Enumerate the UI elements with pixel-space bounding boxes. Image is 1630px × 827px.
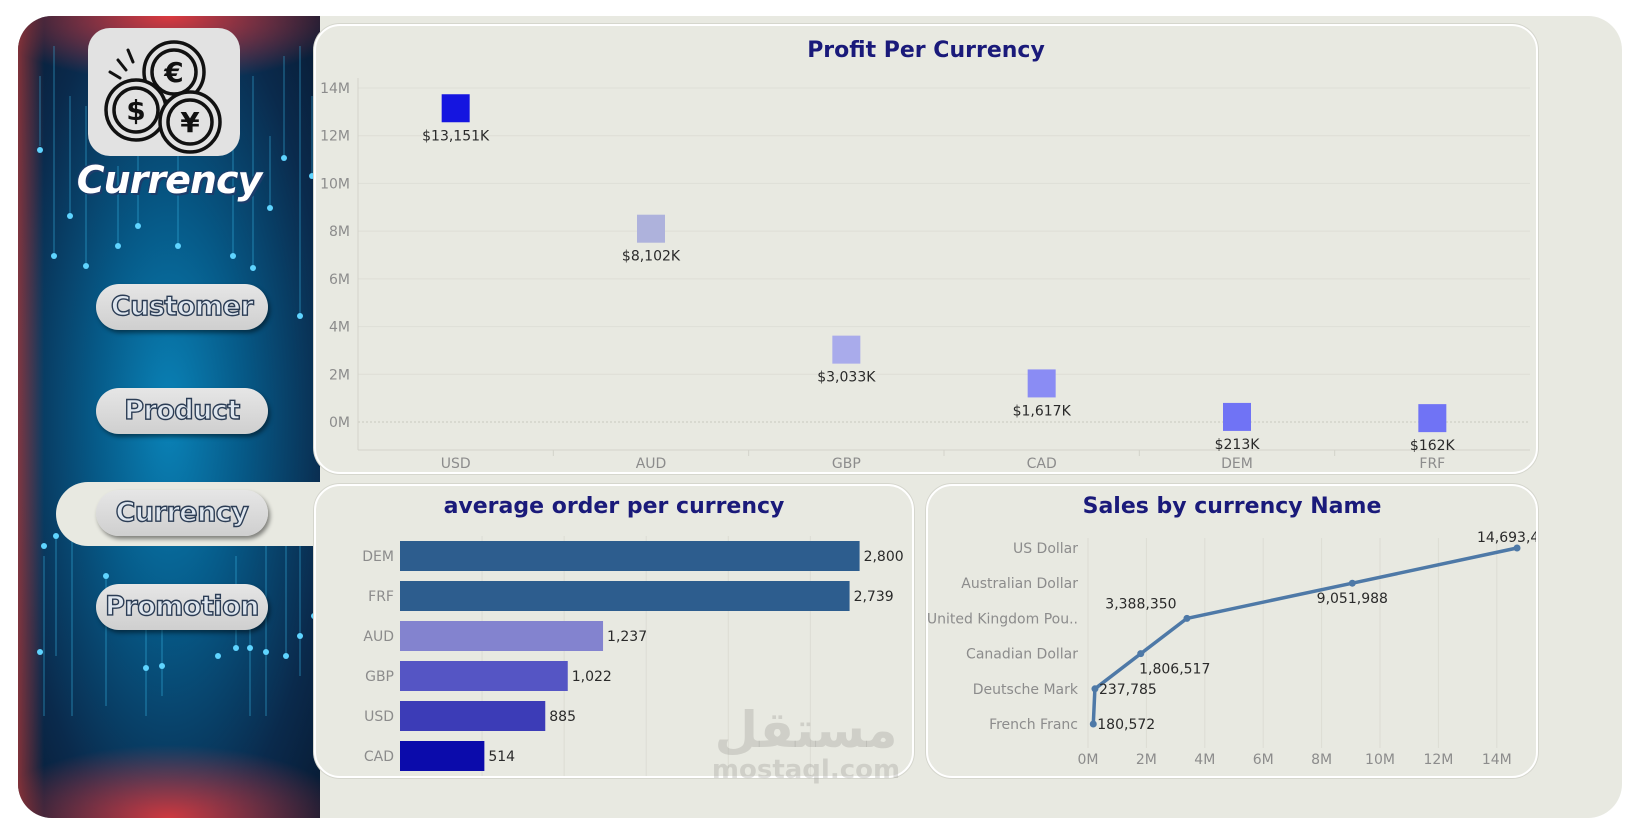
y-tick-label: 8M [329, 224, 350, 240]
sales-point [1137, 650, 1145, 658]
x-tick-label: 2M [1136, 752, 1157, 768]
avg-order-data-label: 1,022 [572, 669, 612, 685]
watermark: مستقل mostaql.com [706, 704, 906, 784]
y-category-label: DEM [362, 549, 394, 565]
y-tick-label: 0M [329, 415, 350, 431]
avg-order-chart-title: average order per currency [443, 494, 785, 519]
svg-text:$: $ [126, 94, 145, 127]
profit-data-label: $3,033K [817, 370, 876, 386]
sales-data-label: 14,693,465 [1477, 530, 1536, 546]
sales-point [1091, 685, 1099, 693]
y-category-label: French Franc [989, 717, 1078, 733]
sales-data-label: 237,785 [1099, 682, 1157, 698]
y-category-label: USD [364, 709, 394, 725]
sales-point [1183, 614, 1191, 622]
y-tick-label: 14M [320, 81, 350, 97]
avg-order-bar [400, 741, 485, 771]
x-category-label: FRF [1419, 456, 1445, 472]
x-tick-label: 4M [1194, 752, 1215, 768]
x-tick-label: 12M [1423, 752, 1453, 768]
y-category-label: GBP [365, 669, 394, 685]
profit-per-currency-panel: Profit Per Currency 0M 2M 4M 6M 8M 10M 12M 14M U… [314, 24, 1538, 474]
avg-order-data-label: 2,739 [854, 589, 894, 605]
dashboard-frame: € $ ¥ Currency Customer Product Currency… [18, 16, 1622, 818]
watermark-arabic: مستقل [714, 701, 898, 759]
avg-order-bar [400, 701, 546, 731]
profit-data-label: $13,151K [422, 128, 490, 144]
x-category-label: USD [441, 456, 471, 472]
y-tick-label: 10M [320, 176, 350, 192]
profit-data-label: $1,617K [1013, 403, 1072, 419]
avg-order-data-label: 514 [488, 749, 515, 765]
nav-product-button[interactable]: Product [96, 388, 268, 434]
x-tick-label: 6M [1253, 752, 1274, 768]
avg-order-data-label: 1,237 [607, 629, 647, 645]
sidebar: € $ ¥ Currency [18, 16, 320, 818]
svg-text:€: € [163, 56, 183, 89]
avg-order-bar [400, 621, 604, 651]
profit-marker [1027, 369, 1056, 398]
x-category-label: AUD [636, 456, 667, 472]
profit-marker [441, 94, 470, 123]
y-tick-label: 12M [320, 129, 350, 145]
average-order-panel: average order per currency DEM 2,800 FRF 2,… [314, 484, 914, 778]
sales-data-label: 3,388,350 [1105, 596, 1176, 612]
sales-data-label: 9,051,988 [1317, 591, 1388, 607]
sales-chart: 0M 2M 4M 6M 8M 10M 12M 14M US Dollar Australian D… [928, 530, 1536, 768]
avg-order-bar [400, 541, 860, 571]
y-tick-label: 6M [329, 272, 350, 288]
nav-customer-button[interactable]: Customer [96, 284, 268, 330]
sales-data-label: 1,806,517 [1139, 662, 1210, 678]
profit-chart-title: Profit Per Currency [807, 38, 1045, 63]
profit-marker [1418, 404, 1447, 433]
profit-data-label: $8,102K [622, 249, 681, 265]
sales-chart-title: Sales by currency Name [1082, 494, 1382, 519]
x-tick-label: 14M [1482, 752, 1512, 768]
watermark-latin: mostaql.com [711, 755, 901, 785]
sales-point [1513, 544, 1521, 552]
profit-chart: 0M 2M 4M 6M 8M 10M 12M 14M USD $13,151K AUD $8,102K… [320, 78, 1530, 472]
svg-text:¥: ¥ [180, 106, 200, 139]
y-tick-label: 4M [329, 320, 350, 336]
currency-logo-tile: € $ ¥ [88, 28, 240, 156]
y-category-label: CAD [364, 749, 394, 765]
y-category-label: AUD [363, 629, 394, 645]
x-tick-label: 10M [1365, 752, 1395, 768]
coins-icon: € $ ¥ [104, 40, 222, 154]
profit-data-label: $213K [1215, 437, 1261, 453]
avg-order-chart: DEM 2,800 FRF 2,739 AUD 1,237 GBP 1,022 USD 885 CA… [362, 536, 904, 776]
sales-data-label: 180,572 [1097, 717, 1155, 733]
sales-line [1091, 546, 1518, 725]
avg-order-bar [400, 581, 850, 611]
y-category-label: Canadian Dollar [966, 647, 1078, 663]
profit-data-label: $162K [1410, 438, 1456, 454]
avg-order-bar [400, 661, 568, 691]
sales-panel: Sales by currency Name 0M 2M 4M 6M 8M 10M 12M 1… [926, 484, 1538, 778]
y-category-label: Australian Dollar [961, 576, 1078, 592]
x-category-label: CAD [1027, 456, 1057, 472]
sales-point [1089, 720, 1097, 728]
nav-currency-button[interactable]: Currency [96, 490, 268, 536]
y-category-label: US Dollar [1013, 541, 1078, 557]
y-tick-label: 2M [329, 367, 350, 383]
avg-order-data-label: 2,800 [864, 549, 904, 565]
x-category-label: GBP [832, 456, 861, 472]
sidebar-title: Currency [76, 158, 263, 202]
x-tick-label: 8M [1311, 752, 1332, 768]
y-category-label: FRF [368, 589, 394, 605]
sales-point [1348, 579, 1356, 587]
x-tick-label: 0M [1078, 752, 1099, 768]
profit-marker [1223, 402, 1251, 431]
x-category-label: DEM [1221, 456, 1253, 472]
y-category-label: United Kingdom Pou.. [928, 611, 1078, 627]
avg-order-data-label: 885 [549, 709, 576, 725]
y-category-label: Deutsche Mark [973, 682, 1079, 698]
profit-marker [832, 335, 861, 364]
profit-marker [637, 214, 665, 243]
nav-promotion-button[interactable]: Promotion [96, 584, 268, 630]
